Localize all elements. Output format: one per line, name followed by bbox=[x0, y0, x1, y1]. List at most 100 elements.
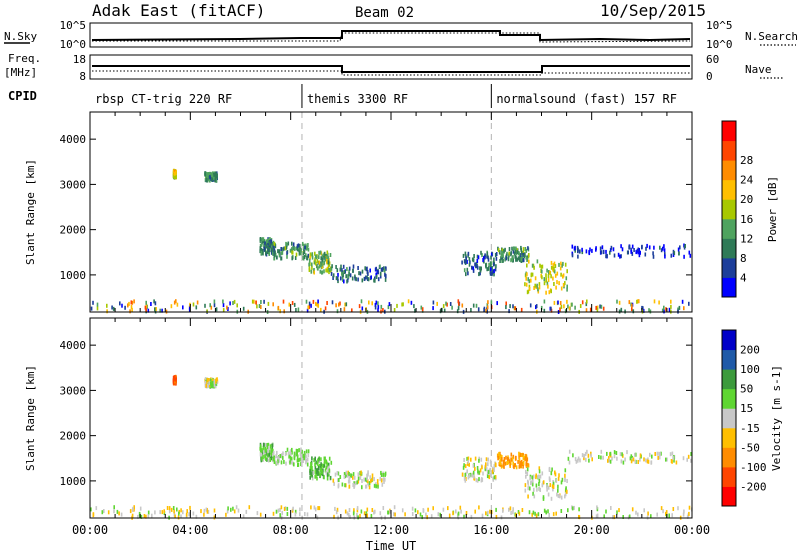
velocity-cell bbox=[208, 381, 211, 386]
velocity-cell bbox=[533, 494, 536, 499]
velocity-cell bbox=[276, 455, 279, 460]
power-cell bbox=[298, 250, 301, 255]
velocity-cell bbox=[542, 495, 545, 500]
power-cell bbox=[314, 257, 316, 262]
velocity-cell bbox=[367, 472, 369, 477]
power-cell bbox=[632, 309, 635, 314]
power-cell bbox=[226, 305, 228, 310]
velocity-cell bbox=[300, 453, 303, 458]
power-cell bbox=[119, 301, 121, 306]
power-cell bbox=[538, 282, 541, 287]
power-cell bbox=[507, 257, 510, 262]
power-cell bbox=[492, 269, 494, 274]
power-cell bbox=[620, 254, 622, 259]
velocity-cell bbox=[352, 472, 355, 477]
power-cell bbox=[283, 246, 285, 251]
velocity-cell bbox=[137, 514, 139, 519]
velocity-cell bbox=[637, 512, 639, 517]
velocity-cell bbox=[622, 515, 624, 519]
power-cell bbox=[204, 171, 206, 176]
velocity-cell bbox=[591, 457, 593, 462]
velocity-cell bbox=[325, 465, 327, 470]
power-cell bbox=[663, 248, 666, 253]
velocity-cell bbox=[602, 455, 604, 460]
power-cell bbox=[173, 175, 176, 179]
power-cell bbox=[636, 299, 638, 304]
power-cell bbox=[331, 264, 333, 269]
power-cell bbox=[479, 268, 482, 273]
velocity-cell bbox=[660, 451, 662, 456]
velocity-cell bbox=[328, 468, 331, 473]
power-cell bbox=[477, 307, 480, 312]
velocity-cell bbox=[326, 462, 329, 467]
nave-label: Nave bbox=[745, 63, 772, 76]
power-cell bbox=[432, 306, 434, 311]
power-cell bbox=[490, 255, 492, 260]
velocity-cell bbox=[682, 456, 685, 461]
velocity-cell bbox=[393, 505, 396, 510]
power-cell bbox=[552, 263, 555, 268]
power-cell bbox=[564, 309, 567, 314]
velocity-cell bbox=[465, 511, 468, 515]
power-cell bbox=[272, 247, 275, 252]
power-cell bbox=[637, 250, 639, 255]
velocity-cell bbox=[314, 462, 316, 467]
power-cell bbox=[375, 275, 378, 279]
velocity-cell bbox=[658, 451, 660, 456]
power-cell bbox=[469, 260, 471, 265]
power-cell bbox=[301, 241, 304, 246]
velocity-cell bbox=[364, 477, 367, 482]
power-cell bbox=[689, 253, 692, 258]
power-cell bbox=[631, 303, 633, 308]
velocity-cell bbox=[622, 460, 625, 465]
power-cell bbox=[493, 269, 495, 273]
power-cell bbox=[461, 303, 464, 308]
power-cell bbox=[535, 285, 537, 290]
velocity-cell bbox=[363, 477, 365, 482]
velocity-cell bbox=[527, 485, 530, 490]
velocity-cell bbox=[291, 447, 293, 452]
power-cell bbox=[487, 300, 489, 305]
velocity-cell bbox=[348, 475, 350, 480]
velocity-cell bbox=[439, 512, 441, 517]
velocity-cell bbox=[356, 508, 359, 513]
power-cell bbox=[291, 250, 294, 255]
power-cell bbox=[383, 268, 386, 273]
velocity-cell bbox=[170, 507, 173, 512]
power-cell bbox=[206, 309, 208, 314]
velocity-cell bbox=[293, 456, 296, 461]
velocity-cell bbox=[203, 508, 206, 513]
velocity-cell bbox=[272, 511, 275, 516]
velocity-cell bbox=[267, 451, 269, 456]
velocity-cell bbox=[587, 453, 590, 458]
power-cell bbox=[541, 275, 543, 280]
velocity-cell bbox=[596, 513, 599, 518]
velocity-cell bbox=[507, 460, 509, 465]
velocity-cell bbox=[539, 474, 542, 479]
velocity-cell bbox=[272, 452, 274, 457]
power-cell bbox=[308, 304, 311, 309]
velocity-cell bbox=[334, 506, 336, 511]
velocity-cell bbox=[555, 478, 558, 483]
velocity-cell bbox=[535, 475, 537, 480]
power-cell bbox=[337, 279, 339, 284]
velocity-cell bbox=[284, 506, 287, 511]
power-cell bbox=[232, 301, 234, 305]
power-cell bbox=[521, 254, 524, 259]
velocity-cell bbox=[548, 468, 551, 472]
velocity-cell bbox=[337, 483, 340, 488]
velocity-cell bbox=[264, 454, 266, 459]
velocity-cell bbox=[683, 509, 685, 514]
power-cell bbox=[211, 171, 214, 176]
power-cell bbox=[677, 247, 680, 252]
velocity-cell bbox=[371, 477, 374, 482]
power-cell bbox=[150, 302, 152, 306]
velocity-colorbar-tick: -100 bbox=[740, 461, 767, 474]
velocity-cell bbox=[613, 515, 616, 520]
velocity-cell bbox=[484, 464, 487, 469]
velocity-cell bbox=[366, 507, 369, 512]
velocity-cell bbox=[205, 380, 208, 385]
velocity-cell bbox=[315, 470, 318, 475]
velocity-cell bbox=[382, 472, 385, 477]
power-cell bbox=[155, 307, 157, 311]
